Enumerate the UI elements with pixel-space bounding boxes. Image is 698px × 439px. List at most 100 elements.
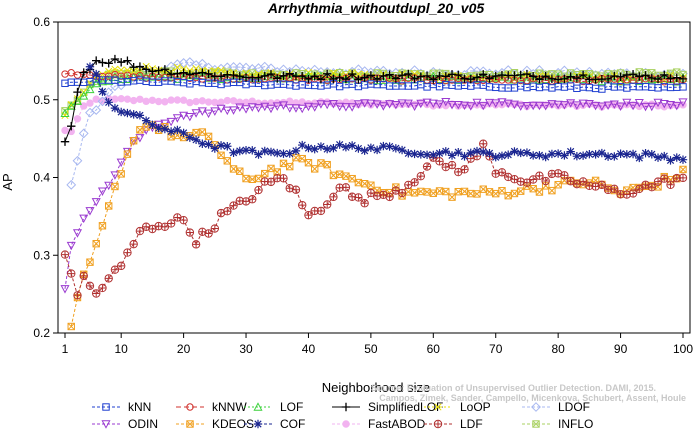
series-ldf-point: [598, 181, 606, 189]
series-kdeos-point: [298, 154, 306, 163]
series-fastabod-point: [217, 98, 225, 106]
series-kdeos-point: [223, 157, 232, 165]
series-knn-point: [242, 80, 250, 89]
series-odin-point: [353, 100, 363, 109]
series-kdeos-point: [67, 322, 75, 331]
series-odin-point: [566, 99, 576, 108]
series-cof-point: [641, 148, 650, 158]
series-ldf-point: [623, 191, 631, 198]
series-odin-point: [378, 102, 388, 111]
series-ldf-point: [279, 174, 288, 183]
series-kdeos-point: [517, 187, 525, 195]
series-simplifiedlof-point: [635, 72, 644, 81]
series-kdeos-point: [467, 190, 475, 198]
series-ldf-point: [505, 173, 512, 181]
series-ldf-point: [461, 166, 468, 173]
series-knn: [61, 75, 687, 93]
series-ldf-point: [322, 200, 332, 209]
series-ldf-point: [286, 185, 293, 192]
series-kdeos-point: [361, 180, 369, 188]
series-ldf-point: [298, 200, 307, 210]
series-cof-point: [653, 153, 663, 162]
series-kdeos-point: [279, 159, 288, 167]
series-ldof-point: [534, 65, 545, 75]
series-ldf-point: [435, 157, 444, 166]
series-ldf-point: [380, 191, 387, 198]
series-cof: [85, 62, 688, 165]
series-ldf-point: [329, 192, 338, 202]
series-lof-point: [79, 91, 89, 100]
series-fastabod-point: [192, 97, 200, 106]
series-fastabod-point: [223, 96, 232, 105]
series-odin-point: [516, 102, 526, 111]
series-kdeos-point: [454, 188, 462, 196]
series-lof-point: [435, 74, 445, 84]
series-simplifiedlof-point: [266, 69, 276, 79]
series-ldof-point: [78, 128, 89, 139]
series-odin-point: [316, 100, 326, 109]
series-simplifiedlof-point: [379, 71, 388, 81]
series-odin-point: [653, 98, 663, 108]
series-lof-point: [235, 73, 245, 82]
series-cof-point: [647, 150, 656, 159]
series-ldf-point: [204, 229, 213, 238]
series-ldf-point: [267, 178, 275, 186]
series-ldf-point: [573, 180, 581, 188]
series-lof-point: [616, 76, 626, 86]
series-simplifiedlof-point: [285, 69, 294, 78]
series-odin-point: [522, 102, 532, 111]
series-cof-point: [541, 152, 550, 162]
series-ldof-point: [197, 58, 208, 69]
series-kdeos-point: [273, 168, 281, 176]
series-loop-point: [123, 66, 131, 74]
series-cof-point: [322, 144, 332, 154]
series-kdeos-point: [479, 185, 487, 193]
series-odin-point: [422, 98, 432, 108]
series-kdeos-point: [435, 187, 444, 195]
series-kdeos-point: [460, 187, 469, 195]
legend-marker-point: [433, 419, 443, 429]
series-odin-point: [328, 100, 338, 109]
series-cof-point: [672, 153, 681, 162]
series-simplifiedlof-point: [416, 72, 426, 81]
series-ldf-point: [60, 250, 70, 259]
series-kdeos-point: [242, 175, 250, 183]
series-cof-point: [347, 141, 357, 150]
series-odin-point: [559, 101, 569, 110]
series-lof-point: [210, 72, 220, 82]
series-odin-point: [584, 99, 594, 109]
series-cof-point: [516, 148, 525, 158]
series-odin-point: [553, 100, 563, 110]
series-cof-point: [116, 107, 126, 117]
legend-label: LDOF: [558, 400, 590, 414]
series-cof-point: [666, 156, 675, 165]
series-ldf-point: [528, 175, 538, 184]
series-simplifiedlof-point: [104, 59, 113, 68]
watermark-line-1: Source: Evaluation of Unsupervised Outli…: [371, 383, 656, 393]
series-odin-point: [310, 103, 320, 112]
series-simplifiedlof-point: [173, 69, 182, 78]
series-simplifiedlof-point: [354, 75, 363, 84]
series-kdeos-point: [417, 187, 425, 195]
series-odin-point: [534, 101, 544, 111]
series-odin-point: [322, 100, 332, 110]
series-cof-point: [179, 128, 188, 138]
series-cof-point: [379, 141, 388, 151]
series-cof-point: [485, 149, 494, 158]
legend-item-loop: LoOP: [424, 400, 491, 414]
series-lof-point: [491, 73, 501, 82]
series-odin-point: [291, 104, 301, 113]
series-ldf-point: [291, 185, 301, 194]
series-odin-point: [335, 102, 345, 112]
series-cof-point: [660, 151, 669, 161]
series-kdeos-point: [267, 164, 275, 172]
series-kdeos-point: [411, 189, 419, 197]
series-odin-point: [204, 109, 214, 119]
series-ldof-point: [241, 62, 251, 73]
series-ldf-point: [567, 178, 574, 185]
series-ldf-point: [523, 179, 531, 186]
series-ldf-point: [360, 199, 369, 208]
series-odin-point: [416, 99, 426, 109]
series-kdeos-point: [336, 170, 344, 178]
series-odin-point: [260, 102, 270, 112]
